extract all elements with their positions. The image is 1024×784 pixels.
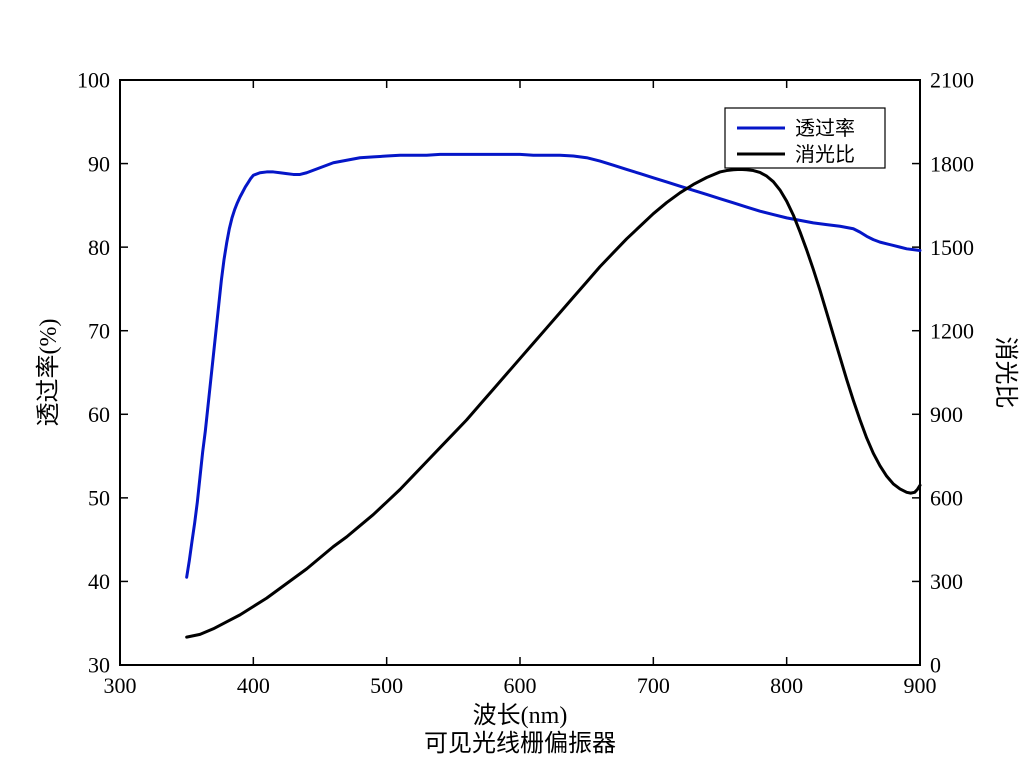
y-left-tick-label: 100 — [77, 68, 110, 93]
legend-label-0: 透过率 — [795, 117, 855, 140]
y-right-tick-label: 300 — [930, 569, 963, 594]
x-tick-label: 500 — [370, 673, 403, 698]
y-left-tick-label: 50 — [88, 486, 110, 511]
y-right-tick-label: 600 — [930, 486, 963, 511]
y-left-tick-label: 40 — [88, 569, 110, 594]
y-right-tick-label: 2100 — [930, 68, 974, 93]
y-left-tick-label: 60 — [88, 402, 110, 427]
y-right-tick-label: 1800 — [930, 151, 974, 176]
x-axis-label: 波长(nm) — [473, 702, 568, 729]
y-right-axis-label: 消光比 — [992, 337, 1019, 409]
y-left-tick-label: 80 — [88, 235, 110, 260]
x-tick-label: 400 — [237, 673, 270, 698]
x-tick-label: 700 — [637, 673, 670, 698]
y-right-tick-label: 0 — [930, 653, 941, 678]
y-left-tick-label: 90 — [88, 151, 110, 176]
x-tick-label: 600 — [504, 673, 537, 698]
x-tick-label: 800 — [770, 673, 803, 698]
y-right-tick-label: 1500 — [930, 235, 974, 260]
y-right-tick-label: 1200 — [930, 318, 974, 343]
legend-label-1: 消光比 — [795, 143, 855, 166]
dual-axis-line-chart: 3004005006007008009003040506070809010003… — [0, 0, 1024, 784]
y-left-tick-label: 30 — [88, 653, 110, 678]
y-right-tick-label: 900 — [930, 402, 963, 427]
y-left-tick-label: 70 — [88, 318, 110, 343]
chart-title: 可见光线栅偏振器 — [424, 730, 616, 757]
y-left-axis-label: 透过率(%) — [35, 319, 62, 427]
